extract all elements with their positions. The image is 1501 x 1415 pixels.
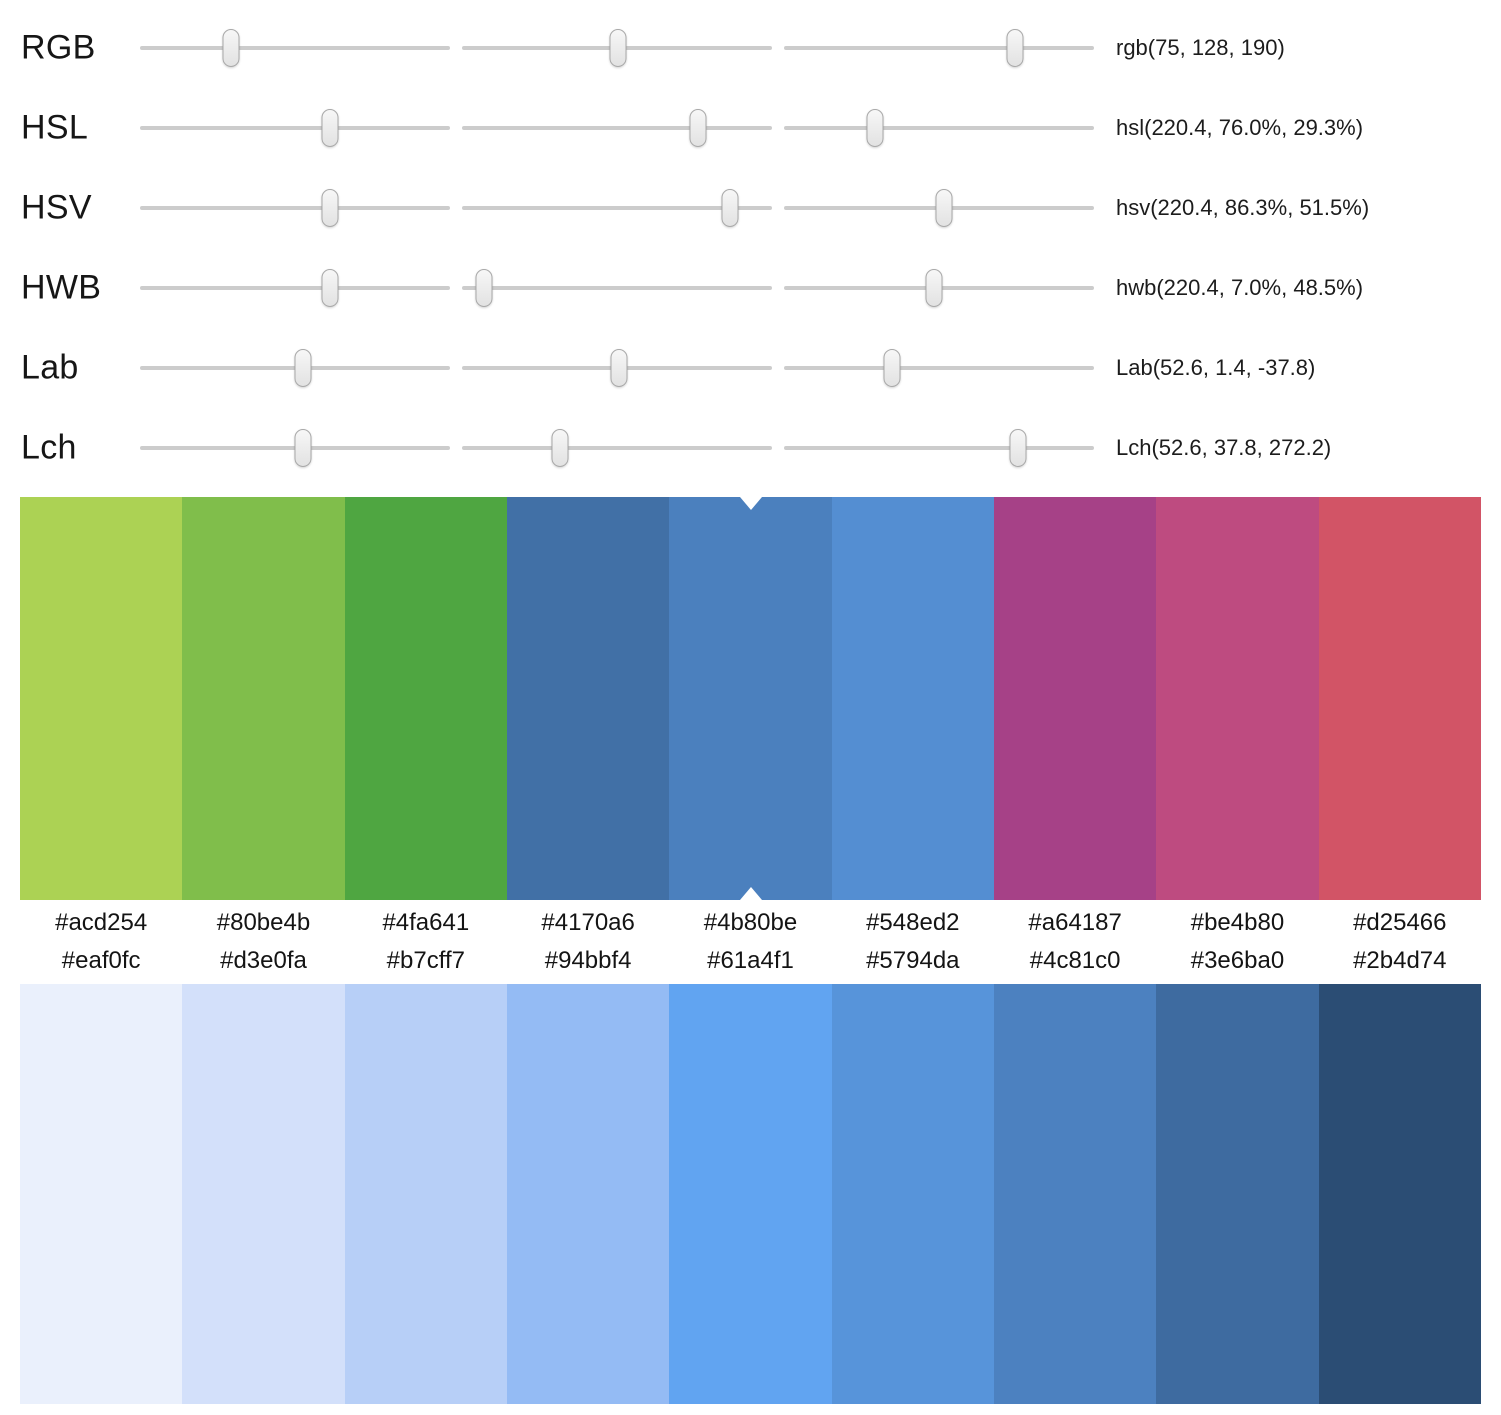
hex-code-label: #2b4d74 <box>1353 947 1447 974</box>
color-swatch[interactable] <box>831 497 994 900</box>
slider-row-rgb: RGB rgb(75, 128, 190) <box>0 8 1501 88</box>
row-label-rgb: RGB <box>21 28 96 67</box>
hex-labels-top-palette: #acd254 #80be4b #4fa641 #4170a6 #4b80be #548e… <box>20 900 1481 942</box>
color-space-slider-panel: RGB rgb(75, 128, 190) HSL hsl(220.4, 76.… <box>0 0 1501 488</box>
hsv-slider-knob-2[interactable] <box>721 189 739 227</box>
lch-slider-track-3[interactable] <box>784 429 1094 467</box>
lab-slider-track-1[interactable] <box>140 349 450 387</box>
hwb-slider-knob-3[interactable] <box>925 269 943 307</box>
hwb-slider-knob-2[interactable] <box>475 269 493 307</box>
hex-code-label: #4c81c0 <box>1029 947 1121 974</box>
rgb-slider-track-2[interactable] <box>462 29 772 67</box>
lab-slider-knob-3[interactable] <box>883 349 901 387</box>
hwb-slider-knob-1[interactable] <box>321 269 339 307</box>
lab-slider-track-3[interactable] <box>784 349 1094 387</box>
hsl-slider-track-3[interactable] <box>784 109 1094 147</box>
hsv-slider-knob-3[interactable] <box>935 189 953 227</box>
row-label-lab: Lab <box>21 348 79 387</box>
row-label-hsv: HSV <box>21 188 92 227</box>
hex-code-label: #4170a6 <box>541 909 635 936</box>
hsl-slider-knob-2[interactable] <box>689 109 707 147</box>
hsv-slider-track-3[interactable] <box>784 189 1094 227</box>
palette-strip-top <box>20 497 1481 900</box>
hex-code-label: #d3e0fa <box>220 947 307 974</box>
hsv-slider-knob-1[interactable] <box>321 189 339 227</box>
color-swatch[interactable] <box>669 497 832 900</box>
hsv-slider-track-2[interactable] <box>462 189 772 227</box>
hex-code-label: #4b80be <box>703 909 798 936</box>
color-swatch[interactable] <box>344 984 507 1404</box>
hex-labels-bottom-palette: #eaf0fc #d3e0fa #b7cff7 #94bbf4 #61a4f1 #5794… <box>20 942 1481 984</box>
hwb-slider-track-2[interactable] <box>462 269 772 307</box>
hsv-slider-track-1[interactable] <box>140 189 450 227</box>
color-swatch[interactable] <box>1318 984 1481 1404</box>
slider-row-hwb: HWB hwb(220.4, 7.0%, 48.5%) <box>0 248 1501 328</box>
lch-slider-track-1[interactable] <box>140 429 450 467</box>
rgb-slider-knob-2[interactable] <box>609 29 627 67</box>
slider-row-lch: Lch Lch(52.6, 37.8, 272.2) <box>0 408 1501 488</box>
hsl-value-readout: hsl(220.4, 76.0%, 29.3%) <box>1116 115 1364 140</box>
hex-code-label: #61a4f1 <box>707 947 794 974</box>
lab-value-readout: Lab(52.6, 1.4, -37.8) <box>1116 355 1316 380</box>
lab-slider-knob-1[interactable] <box>294 349 312 387</box>
row-label-hsl: HSL <box>21 108 89 147</box>
hwb-slider-track-1[interactable] <box>140 269 450 307</box>
lab-slider-knob-2[interactable] <box>610 349 628 387</box>
hex-code-label: #be4b80 <box>1190 909 1285 936</box>
hex-code-label: #acd254 <box>55 909 148 936</box>
color-swatch[interactable] <box>506 984 670 1404</box>
hsl-slider-knob-3[interactable] <box>866 109 884 147</box>
rgb-slider-track-3[interactable] <box>784 29 1094 67</box>
color-swatch[interactable] <box>182 984 345 1404</box>
rgb-slider-knob-1[interactable] <box>222 29 240 67</box>
color-swatch[interactable] <box>344 497 507 900</box>
color-swatch[interactable] <box>20 497 183 900</box>
color-swatch[interactable] <box>1156 497 1319 900</box>
slider-row-lab: Lab Lab(52.6, 1.4, -37.8) <box>0 328 1501 408</box>
color-swatch[interactable] <box>831 984 994 1404</box>
rgb-value-readout: rgb(75, 128, 190) <box>1116 35 1285 60</box>
hex-code-label: #3e6ba0 <box>1190 947 1285 974</box>
color-swatch[interactable] <box>1156 984 1319 1404</box>
hsl-slider-track-1[interactable] <box>140 109 450 147</box>
hwb-slider-track-3[interactable] <box>784 269 1094 307</box>
hex-code-label: #d25466 <box>1353 909 1447 936</box>
selected-color-marker-bottom <box>739 887 762 900</box>
color-swatch[interactable] <box>506 497 670 900</box>
rgb-slider-track-1[interactable] <box>140 29 450 67</box>
color-swatch[interactable] <box>669 984 832 1404</box>
hex-code-label: #94bbf4 <box>544 947 632 974</box>
lch-slider-knob-2[interactable] <box>551 429 569 467</box>
hsl-slider-track-2[interactable] <box>462 109 772 147</box>
color-swatch[interactable] <box>182 497 345 900</box>
hwb-value-readout: hwb(220.4, 7.0%, 48.5%) <box>1116 275 1364 300</box>
slider-row-hsl: HSL hsl(220.4, 76.0%, 29.3%) <box>0 88 1501 168</box>
color-swatch[interactable] <box>1318 497 1481 900</box>
rgb-slider-knob-3[interactable] <box>1006 29 1024 67</box>
hex-code-label: #80be4b <box>216 909 311 936</box>
hex-code-label: #a64187 <box>1028 909 1122 936</box>
slider-row-hsv: HSV hsv(220.4, 86.3%, 51.5%) <box>0 168 1501 248</box>
hsl-slider-knob-1[interactable] <box>321 109 339 147</box>
color-swatch[interactable] <box>20 984 183 1404</box>
lch-slider-knob-1[interactable] <box>294 429 312 467</box>
hex-code-label: #b7cff7 <box>386 947 465 974</box>
lab-slider-track-2[interactable] <box>462 349 772 387</box>
hex-code-label: #548ed2 <box>866 909 960 936</box>
color-swatch[interactable] <box>993 984 1157 1404</box>
hex-code-label: #5794da <box>866 947 960 974</box>
hsv-value-readout: hsv(220.4, 86.3%, 51.5%) <box>1116 195 1370 220</box>
color-swatch[interactable] <box>993 497 1157 900</box>
lch-slider-knob-3[interactable] <box>1009 429 1027 467</box>
hex-code-label: #eaf0fc <box>61 947 141 974</box>
row-label-hwb: HWB <box>21 268 102 307</box>
row-label-lch: Lch <box>21 428 77 467</box>
hex-code-label: #4fa641 <box>382 909 470 936</box>
lch-value-readout: Lch(52.6, 37.8, 272.2) <box>1116 435 1332 460</box>
palette-strip-bottom <box>20 984 1481 1404</box>
selected-color-marker-top <box>739 497 762 510</box>
lch-slider-track-2[interactable] <box>462 429 772 467</box>
